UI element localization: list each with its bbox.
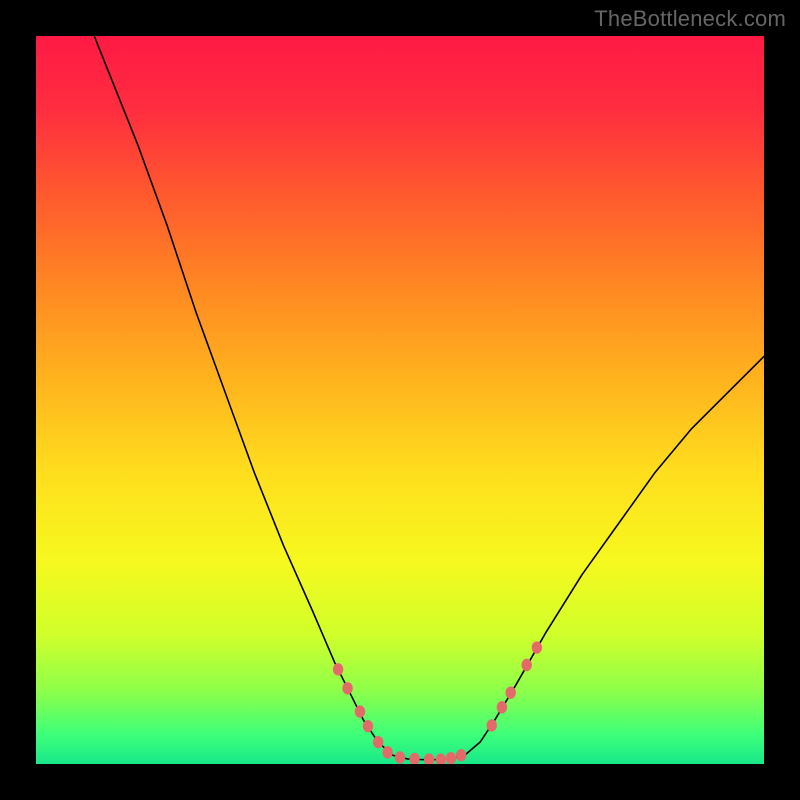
curve-marker (355, 705, 365, 717)
curve-marker (532, 641, 542, 653)
chart-plot-area (36, 36, 764, 764)
curve-marker (333, 663, 343, 675)
curve-marker (363, 720, 373, 732)
marker-group (333, 641, 542, 764)
bottleneck-curve (94, 36, 764, 760)
curve-marker (497, 701, 507, 713)
chart-overlay (36, 36, 764, 764)
curve-marker (456, 749, 466, 761)
curve-marker (342, 682, 352, 694)
curve-marker (395, 751, 405, 763)
curve-marker (446, 752, 456, 764)
curve-marker (409, 753, 419, 764)
curve-marker (436, 753, 446, 764)
curve-marker (373, 736, 383, 748)
watermark-text: TheBottleneck.com (594, 6, 786, 32)
curve-marker (424, 753, 434, 764)
curve-marker (505, 686, 515, 698)
curve-marker (521, 659, 531, 671)
curve-marker (487, 719, 497, 731)
curve-marker (382, 746, 392, 758)
